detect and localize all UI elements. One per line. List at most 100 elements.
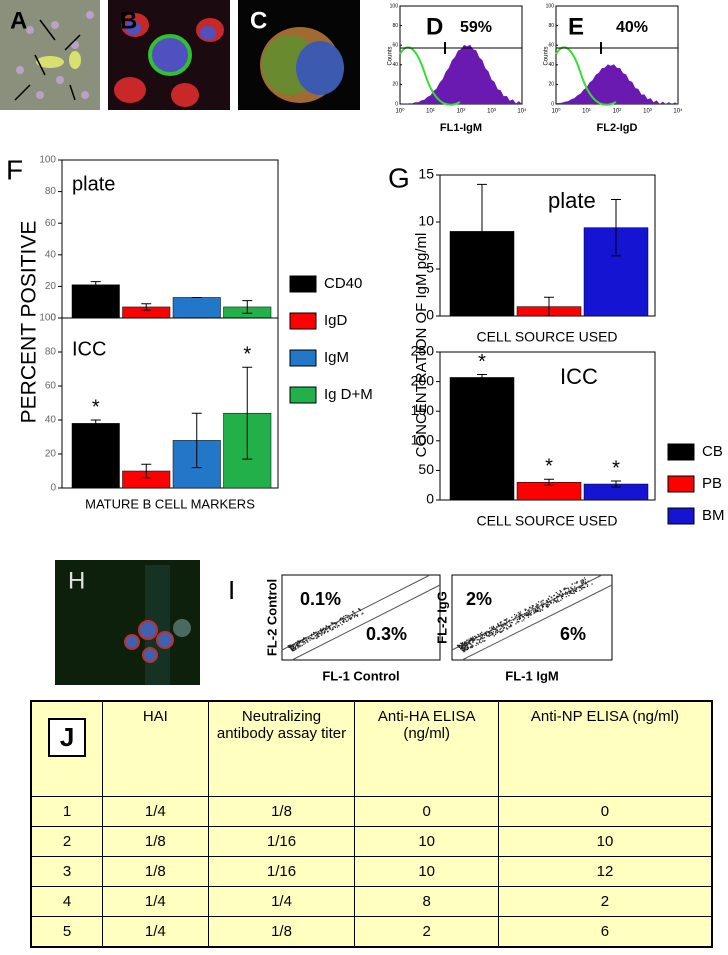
event-dot [321, 634, 323, 636]
event-dot [532, 607, 534, 610]
event-dot [476, 642, 478, 644]
event-dot [460, 646, 463, 648]
event-dot [470, 643, 472, 645]
event-dot [316, 637, 318, 639]
event-dot [465, 645, 467, 647]
event-dot [463, 645, 465, 647]
table-cell: 2 [354, 915, 499, 948]
chart-title: ICC [72, 338, 106, 360]
event-dot [492, 631, 494, 633]
y-tick-label: 60 [45, 218, 57, 229]
event-dot [500, 622, 502, 624]
panel-letter: C [250, 7, 267, 34]
event-dot [556, 595, 558, 597]
event-dot [304, 637, 306, 639]
table-cell: 1/8 [207, 796, 356, 827]
event-dot [337, 624, 339, 627]
event-dot [534, 612, 536, 614]
event-dot [559, 593, 561, 595]
event-dot [533, 612, 535, 614]
percent-label: 59% [460, 19, 492, 36]
event-dot [580, 587, 582, 589]
percent-label: 2% [466, 589, 492, 609]
event-dot [573, 590, 575, 592]
event-dot [463, 650, 465, 652]
event-dot [557, 593, 559, 595]
event-dot [574, 582, 576, 584]
event-dot [308, 637, 310, 639]
y-tick-label: 20 [45, 449, 57, 460]
table-cell: 10 [354, 855, 499, 887]
event-dot [486, 630, 488, 633]
event-dot [464, 647, 466, 649]
event-dot [530, 614, 532, 616]
event-dot [519, 617, 521, 620]
event-dot [463, 647, 466, 649]
event-dot [535, 605, 537, 608]
y-tick-label: 20 [392, 82, 398, 88]
event-dot [342, 617, 344, 619]
event-dot [476, 639, 478, 641]
event-dot [493, 628, 495, 630]
event-dot [464, 650, 466, 652]
event-dot [582, 582, 584, 584]
event-dot [524, 613, 526, 615]
event-dot [297, 645, 299, 647]
event-dot [313, 637, 315, 639]
event-dot [291, 649, 293, 651]
table-cell: 1/16 [207, 855, 356, 887]
event-dot [470, 647, 472, 649]
event-dot [321, 630, 323, 632]
event-dot [338, 625, 340, 627]
panel-letter: D [426, 13, 443, 40]
event-dot [487, 631, 490, 633]
event-dot [570, 591, 572, 594]
event-dot [542, 606, 544, 608]
event-dot [484, 632, 486, 635]
y-axis-label: FL-2 IgG [434, 591, 449, 644]
event-dot [492, 632, 494, 635]
header-cell: Neutralizing antibody assay titer [207, 700, 356, 797]
legend-label: PB [702, 475, 722, 492]
event-dot [324, 630, 326, 632]
chart-title: plate [72, 173, 115, 195]
y-tick-label: 80 [548, 23, 554, 29]
event-dot [459, 644, 461, 647]
event-dot [502, 625, 504, 627]
event-dot [471, 637, 473, 640]
event-dot [457, 645, 459, 647]
event-dot [496, 631, 499, 634]
event-dot [318, 632, 320, 634]
event-dot [460, 648, 462, 650]
event-dot [292, 646, 295, 648]
event-dot [584, 579, 586, 581]
header-cell: Anti-NP ELISA (ng/ml) [497, 700, 713, 797]
event-dot [468, 647, 470, 649]
event-dot [579, 586, 581, 589]
table-cell: 0 [497, 796, 713, 827]
event-dot [563, 588, 565, 590]
significance-mark: * [545, 456, 553, 478]
event-dot [465, 644, 467, 646]
event-dot [462, 650, 464, 652]
event-dot [496, 626, 498, 628]
event-dot [361, 613, 363, 615]
event-dot [561, 592, 563, 595]
event-dot [294, 649, 296, 651]
error-bar [191, 412, 202, 469]
x-tick-label: 10⁴ [673, 108, 683, 115]
event-dot [301, 644, 303, 647]
event-dot [481, 640, 484, 642]
y-axis-label: CONCENTRATION OF IgM pg/ml [413, 233, 430, 458]
event-dot [344, 618, 347, 621]
event-dot [495, 628, 497, 630]
event-dot [489, 632, 491, 634]
event-dot [503, 627, 505, 629]
event-dot [312, 638, 315, 640]
table-cell: 10 [497, 825, 713, 857]
event-dot [347, 616, 349, 619]
event-dot [298, 640, 300, 642]
y-tick-label: 50 [418, 461, 434, 477]
